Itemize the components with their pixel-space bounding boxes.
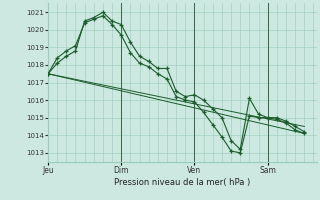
X-axis label: Pression niveau de la mer( hPa ): Pression niveau de la mer( hPa ): [114, 178, 251, 187]
